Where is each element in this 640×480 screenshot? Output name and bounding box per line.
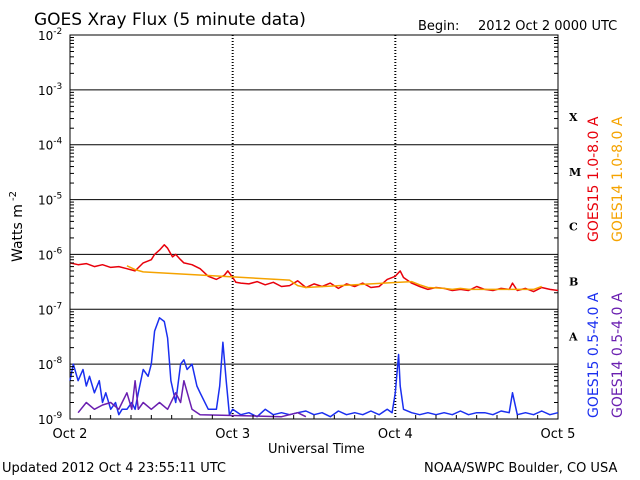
y-tick-label-0: 10-2 [38,27,62,43]
flare-class-label-M: M [569,166,581,179]
begin-value: 2012 Oct 2 0000 UTC [478,19,617,34]
y-tick-label-7: 10-9 [38,411,63,427]
x-tick-label-0: Oct 2 [53,427,88,442]
series-line-3 [77,379,307,418]
flare-class-label-X: X [569,111,578,124]
y-tick-label-2: 10-4 [38,137,63,153]
y-tick-label-5: 10-7 [38,301,62,317]
x-tick-label-2: Oct 4 [378,427,413,442]
x-axis-ticks: Oct 2 Oct 3 Oct 4 Oct 5 [53,415,576,442]
flare-class-labels: X M C B A [568,111,581,343]
y-tick-label-3: 10-5 [38,192,62,208]
legend-entry-1: GOES14 1.0-8.0 A [610,116,626,242]
y-axis-label-text: Watts m [10,204,26,262]
plot-frame [69,34,559,420]
credit-text: NOAA/SWPC Boulder, CO USA [424,461,617,476]
begin-label: Begin: [418,19,459,34]
x-tick-label-1: Oct 3 [215,427,250,442]
flare-class-label-A: A [568,330,578,343]
updated-timestamp: Updated 2012 Oct 4 23:55:11 UTC [2,461,226,476]
flare-class-label-C: C [569,221,578,234]
y-tick-label-1: 10-3 [38,82,62,98]
series-line-2 [69,317,559,418]
series-line-1 [126,265,542,291]
plot-area: 10-210-310-410-510-610-710-810-9 Oct 2 Oc… [38,27,581,442]
y-tick-label-4: 10-6 [38,246,63,262]
legend: GOES15 1.0-8.0 A GOES14 1.0-8.0 A GOES15 0… [586,116,626,418]
y-tick-label-6: 10-8 [38,356,63,372]
y-axis-label-sup: -2 [8,191,19,201]
legend-entry-2: GOES15 0.5-4.0 A [586,292,602,418]
series-line-0 [69,244,559,293]
flare-class-label-B: B [569,276,578,289]
x-tick-label-3: Oct 5 [541,427,576,442]
x-axis-label: Universal Time [268,442,365,457]
y-axis-ticks: 10-2 10-3 10-4 10-5 10-6 10-7 10-8 10-9 [38,27,558,427]
legend-entry-3: GOES14 0.5-4.0 A [610,292,626,418]
y-axis-label: Watts m -2 [8,191,26,262]
legend-entry-0: GOES15 1.0-8.0 A [586,116,602,242]
series-layer [69,244,559,418]
chart-title: GOES Xray Flux (5 minute data) [34,10,306,30]
